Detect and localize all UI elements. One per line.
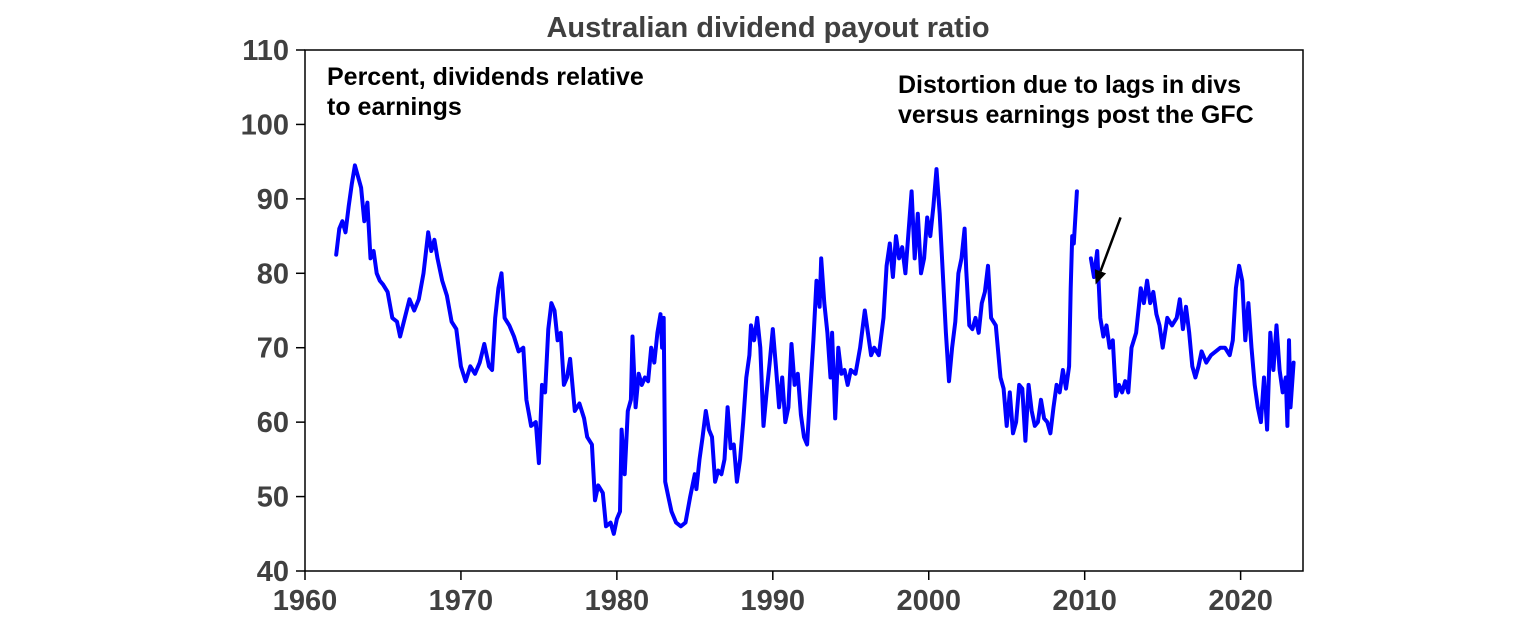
x-tick-label: 2020 — [1208, 585, 1273, 617]
gfc-note-line-2: versus earnings post the GFC — [898, 101, 1254, 129]
x-tick-label: 1960 — [273, 585, 338, 617]
plot-area-frame — [304, 49, 1304, 572]
y-tick-label: 50 — [257, 482, 289, 514]
units-note: Percent, dividends relative to earnings — [327, 63, 651, 121]
x-tick-label: 1970 — [429, 585, 494, 617]
x-tick-label: 1980 — [585, 585, 650, 617]
arrow-shaft — [1099, 217, 1122, 272]
y-tick-label: 100 — [241, 109, 289, 141]
series-line — [334, 163, 1079, 536]
x-tick-label: 1990 — [741, 585, 806, 617]
gfc-arrow — [1094, 217, 1122, 285]
y-tick-label: 70 — [257, 333, 289, 365]
y-tick-label: 90 — [257, 184, 289, 216]
y-tick-label: 110 — [242, 35, 289, 67]
units-note-line-2: to earnings — [327, 93, 462, 121]
x-tick-label: 2000 — [896, 585, 961, 617]
arrow-head — [1094, 269, 1107, 285]
x-axis: 1960 1970 1980 1990 2000 2010 2020 — [273, 571, 1273, 617]
gfc-distortion-note: Distortion due to lags in divs versus ea… — [898, 71, 1254, 129]
y-axis: 40 50 60 70 80 90 100 110 — [241, 35, 305, 588]
series-line — [1088, 249, 1296, 432]
gfc-note-line-1: Distortion due to lags in divs — [898, 71, 1241, 99]
y-tick-label: 60 — [257, 407, 289, 439]
annotation-layer: Percent, dividends relative to earnings … — [327, 63, 1254, 285]
series-layer — [334, 163, 1296, 536]
units-note-line-1: Percent, dividends relative — [327, 63, 644, 91]
x-tick-label: 2010 — [1052, 585, 1117, 617]
y-tick-label: 40 — [257, 556, 289, 588]
y-tick-label: 80 — [257, 258, 289, 290]
chart-title: Australian dividend payout ratio — [546, 12, 989, 44]
